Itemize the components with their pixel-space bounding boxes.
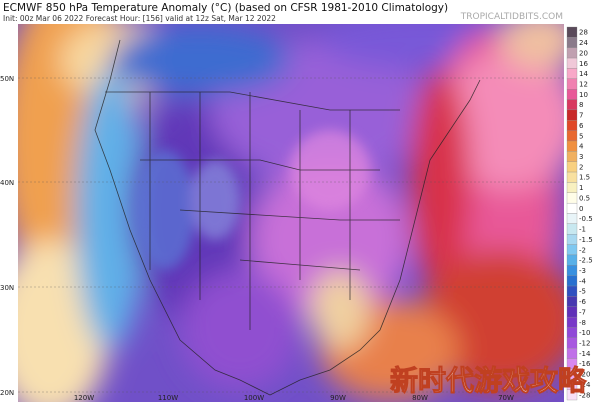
header-bar [0, 0, 566, 24]
colorbar-swatch [566, 47, 578, 59]
colorbar-label: -10 [579, 329, 590, 337]
colorbar-label: 6 [579, 122, 584, 130]
colorbar-label: 2 [579, 163, 583, 171]
colorbar-label: 5 [579, 132, 583, 140]
colorbar-swatch [566, 275, 578, 287]
colorbar-label: -7 [579, 308, 586, 316]
branding: TROPICALTIDBITS.COM [460, 12, 563, 22]
colorbar-swatch [566, 244, 578, 256]
colorbar-label: 24 [579, 39, 588, 47]
colorbar-label: -28 [579, 391, 590, 399]
colorbar-label: -12 [579, 340, 590, 348]
subtitle: Init: 00z Mar 06 2022 Forecast Hour: [15… [3, 14, 276, 23]
colorbar-label: 1 [579, 184, 583, 192]
colorbar-label: 28 [579, 29, 588, 37]
colorbar-label: -2.5 [579, 257, 593, 265]
colorbar-swatch [566, 57, 578, 69]
colorbar-label: -0.5 [579, 215, 593, 223]
colorbar-label: -20 [579, 371, 590, 379]
colorbar-swatch [566, 109, 578, 121]
colorbar-swatch [566, 99, 578, 111]
colorbar-swatch [566, 327, 578, 338]
colorbar-label: 7 [579, 112, 583, 120]
colorbar-swatch [566, 120, 578, 131]
colorbar-label: -3 [579, 267, 586, 275]
colorbar-label: 1.5 [579, 174, 590, 182]
colorbar-label: 14 [579, 70, 588, 78]
colorbar-swatch [566, 285, 578, 297]
colorbar-label: 16 [579, 60, 588, 68]
colorbar-swatch [566, 130, 578, 142]
lon-labels: 120W 110W 100W 90W 80W 70W [74, 394, 514, 402]
colorbar-swatch [566, 234, 578, 245]
colorbar: 28 24 20 16 14 12 10 8 7 6 5 4 3 2 1.5 1 0.5 0 -0.5 -1 -1.5 -… [566, 24, 594, 402]
colorbar-label: 12 [579, 80, 588, 88]
lat-label: 50N [0, 75, 14, 83]
colorbar-label: -6 [579, 298, 587, 306]
colorbar-swatch [566, 37, 578, 48]
colorbar-label: -24 [579, 381, 591, 389]
colorbar-swatch [566, 348, 578, 359]
colorbar-swatch [566, 223, 578, 235]
colorbar-swatch [566, 26, 578, 38]
colorbar-swatch [566, 161, 578, 173]
lon-label: 70W [498, 394, 514, 402]
lat-label: 30N [0, 284, 14, 292]
colorbar-swatch [566, 254, 578, 266]
colorbar-label: -2 [579, 246, 586, 254]
colorbar-label: -4 [579, 277, 587, 285]
colorbar-swatch [566, 192, 578, 204]
map [18, 24, 564, 402]
colorbar-swatch [566, 78, 578, 90]
colorbar-label: 0 [579, 205, 583, 213]
colorbar-label: 0.5 [579, 194, 590, 202]
title: ECMWF 850 hPa Temperature Anomaly (°C) (… [3, 2, 448, 14]
colorbar-swatch [566, 389, 578, 401]
colorbar-swatch [566, 213, 578, 225]
lon-label: 80W [412, 394, 428, 402]
lat-label: 40N [0, 179, 14, 187]
colorbar-swatch [566, 265, 578, 276]
colorbar-swatch [566, 151, 578, 162]
lon-label: 100W [244, 394, 264, 402]
colorbar-label: 4 [579, 143, 584, 151]
colorbar-label: 10 [579, 91, 588, 99]
colorbar-swatch [566, 306, 578, 318]
colorbar-label: -8 [579, 319, 586, 327]
colorbar-swatch [566, 140, 578, 152]
lat-labels: 50N 40N 30N 20N [0, 75, 14, 397]
colorbar-label: -1.5 [579, 236, 593, 244]
colorbar-swatch [566, 89, 578, 100]
colorbar-swatch [566, 337, 578, 349]
colorbar-label: -16 [579, 360, 591, 368]
colorbar-label: -5 [579, 288, 586, 296]
lon-label: 110W [158, 394, 178, 402]
colorbar-swatch [566, 202, 578, 214]
colorbar-swatch [566, 182, 578, 193]
lon-label: 120W [74, 394, 94, 402]
colorbar-label: 8 [579, 101, 583, 109]
colorbar-swatch [566, 171, 578, 183]
colorbar-swatch [566, 296, 578, 307]
watermark: 新时代游戏攻略 [390, 364, 587, 397]
colorbar-swatch [566, 68, 578, 79]
lat-label: 20N [0, 389, 14, 397]
colorbar-label: 3 [579, 153, 583, 161]
colorbar-label: -1 [579, 226, 586, 234]
colorbar-label: -14 [579, 350, 591, 358]
lon-label: 90W [330, 394, 346, 402]
colorbar-swatch [566, 316, 578, 328]
colorbar-label: 20 [579, 49, 588, 57]
